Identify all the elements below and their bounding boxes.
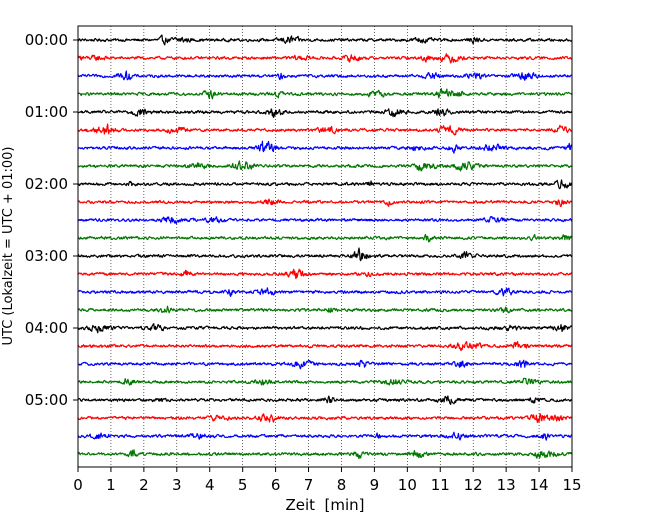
trace-0445	[77, 377, 573, 386]
x-tick-label: 2	[139, 476, 149, 494]
x-tick-label: 6	[271, 476, 281, 494]
x-tick-label: 1	[106, 476, 116, 494]
trace-0145	[77, 160, 573, 172]
y-tick-label: 03:00	[25, 247, 68, 265]
y-axis-ticks: 00:00 01:00 02:00 03:00 04:00 05:00	[25, 31, 78, 409]
trace-0315	[77, 268, 573, 280]
x-axis-title: Zeit [min]	[285, 496, 364, 514]
trace-0045	[77, 88, 573, 100]
trace-0200	[77, 179, 573, 190]
x-tick-label: 0	[73, 476, 83, 494]
x-tick-label: 12	[464, 476, 483, 494]
trace-0400	[77, 323, 573, 334]
y-tick-label: 01:00	[25, 103, 68, 121]
trace-0545	[77, 449, 573, 460]
y-tick-label: 05:00	[25, 391, 68, 409]
trace-0115	[77, 123, 573, 136]
x-tick-label: 8	[337, 476, 347, 494]
x-tick-label: 9	[370, 476, 380, 494]
trace-0215	[77, 198, 573, 208]
trace-0030	[77, 70, 573, 81]
trace-0100	[77, 108, 573, 118]
x-tick-label: 11	[431, 476, 450, 494]
trace-0330	[77, 287, 573, 298]
y-axis-title: UTC (Lokalzeit = UTC + 01:00)	[1, 147, 16, 346]
trace-0500	[77, 395, 573, 405]
trace-0245	[77, 233, 573, 243]
x-tick-label: 5	[238, 476, 248, 494]
trace-0430	[77, 359, 573, 370]
trace-0515	[77, 413, 573, 423]
x-tick-label: 14	[530, 476, 549, 494]
y-tick-label: 00:00	[25, 31, 68, 49]
x-axis-ticks: 0 1 2 3 4 5 6 7 8 9 10 11 12 13 14 15	[73, 467, 582, 494]
trace-0015	[77, 53, 573, 64]
trace-0415	[77, 341, 573, 352]
x-tick-label: 15	[562, 476, 581, 494]
trace-group	[77, 34, 573, 460]
y-tick-label: 04:00	[25, 319, 68, 337]
x-tick-label: 10	[398, 476, 417, 494]
trace-0300	[77, 247, 573, 262]
plot-frame	[77, 25, 573, 468]
x-tick-label: 13	[497, 476, 516, 494]
trace-0130	[77, 140, 573, 154]
trace-0230	[77, 215, 573, 225]
trace-0530	[77, 431, 573, 441]
trace-0000	[77, 34, 573, 46]
x-tick-label: 3	[172, 476, 182, 494]
y-tick-label: 02:00	[25, 175, 68, 193]
x-tick-label: 7	[304, 476, 314, 494]
x-tick-label: 4	[205, 476, 215, 494]
trace-0345	[77, 305, 573, 314]
